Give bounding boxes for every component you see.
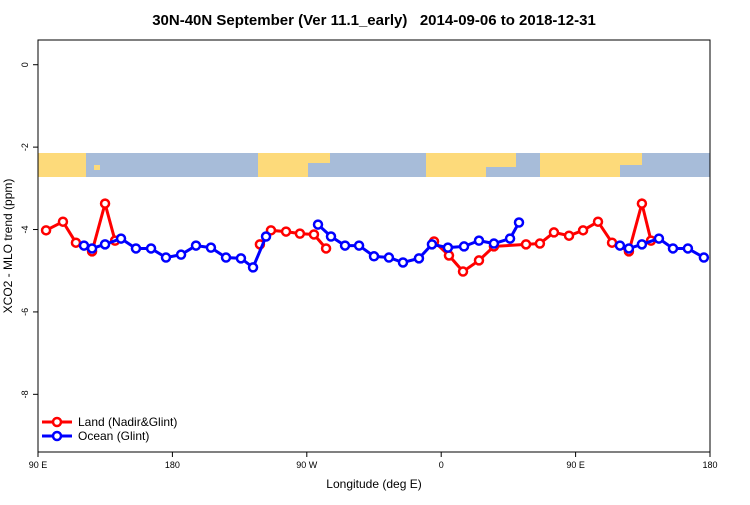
- data-point: [488, 238, 500, 249]
- data-point: [175, 249, 187, 260]
- data-point: [458, 241, 470, 252]
- data-point: [115, 233, 127, 244]
- x-tick-label: 180: [702, 460, 717, 470]
- x-tick-label: 90 E: [29, 460, 48, 470]
- data-point: [280, 226, 292, 237]
- x-tick-label: 90 W: [296, 460, 318, 470]
- data-point: [653, 233, 665, 244]
- chart-title: 30N-40N September (Ver 11.1_early) 2014-…: [152, 12, 596, 29]
- data-point: [220, 252, 232, 263]
- data-point: [614, 240, 626, 251]
- y-tick-label: -6: [20, 308, 30, 316]
- data-point: [520, 239, 532, 250]
- data-point: [205, 242, 217, 253]
- x-tick-label: 0: [439, 460, 444, 470]
- x-tick-label: 90 E: [566, 460, 585, 470]
- data-point: [130, 243, 142, 254]
- data-point: [473, 255, 485, 266]
- data-point: [247, 262, 259, 273]
- data-point: [426, 239, 438, 250]
- data-point: [577, 225, 589, 236]
- data-point: [413, 253, 425, 264]
- data-point: [308, 229, 320, 240]
- data-point: [534, 238, 546, 249]
- map-strip: [38, 153, 710, 177]
- data-point: [190, 240, 202, 251]
- data-point: [99, 239, 111, 250]
- x-tick-label: 180: [165, 460, 180, 470]
- legend-marker: [51, 430, 63, 442]
- data-point: [592, 216, 604, 227]
- x-axis-label: Longitude (deg E): [326, 477, 421, 491]
- legend-label: Land (Nadir&Glint): [78, 415, 177, 429]
- data-point: [397, 257, 409, 268]
- data-point: [698, 252, 710, 263]
- data-point: [57, 216, 69, 227]
- data-point: [145, 243, 157, 254]
- data-point: [636, 198, 648, 209]
- data-point: [160, 252, 172, 263]
- legend-label: Ocean (Glint): [78, 429, 149, 443]
- data-point: [667, 243, 679, 254]
- data-point: [78, 240, 90, 251]
- data-point: [513, 217, 525, 228]
- data-point: [86, 243, 98, 254]
- data-point: [504, 233, 516, 244]
- data-point: [40, 225, 52, 236]
- data-point: [457, 266, 469, 277]
- data-point: [636, 239, 648, 250]
- data-point: [294, 228, 306, 239]
- legend-marker: [51, 416, 63, 428]
- y-tick-label: -8: [20, 390, 30, 398]
- data-point: [682, 243, 694, 254]
- data-point: [260, 231, 272, 242]
- data-point: [325, 231, 337, 242]
- y-tick-label: -4: [20, 226, 30, 234]
- data-point: [368, 251, 380, 262]
- data-point: [312, 219, 324, 230]
- data-point: [353, 240, 365, 251]
- y-axis-label: XCO2 - MLO trend (ppm): [1, 179, 15, 314]
- data-point: [548, 227, 560, 238]
- data-point: [383, 252, 395, 263]
- plot-frame: [37, 39, 711, 453]
- data-point: [339, 240, 351, 251]
- series-line: [45, 197, 653, 274]
- data-point: [320, 243, 332, 254]
- data-point: [70, 237, 82, 248]
- y-tick-label: -2: [20, 143, 30, 151]
- data-point: [473, 235, 485, 246]
- data-point: [563, 230, 575, 241]
- data-point: [235, 253, 247, 264]
- data-point: [623, 243, 635, 254]
- data-point: [99, 198, 111, 209]
- y-tick-label: 0: [20, 62, 30, 67]
- data-point: [442, 242, 454, 253]
